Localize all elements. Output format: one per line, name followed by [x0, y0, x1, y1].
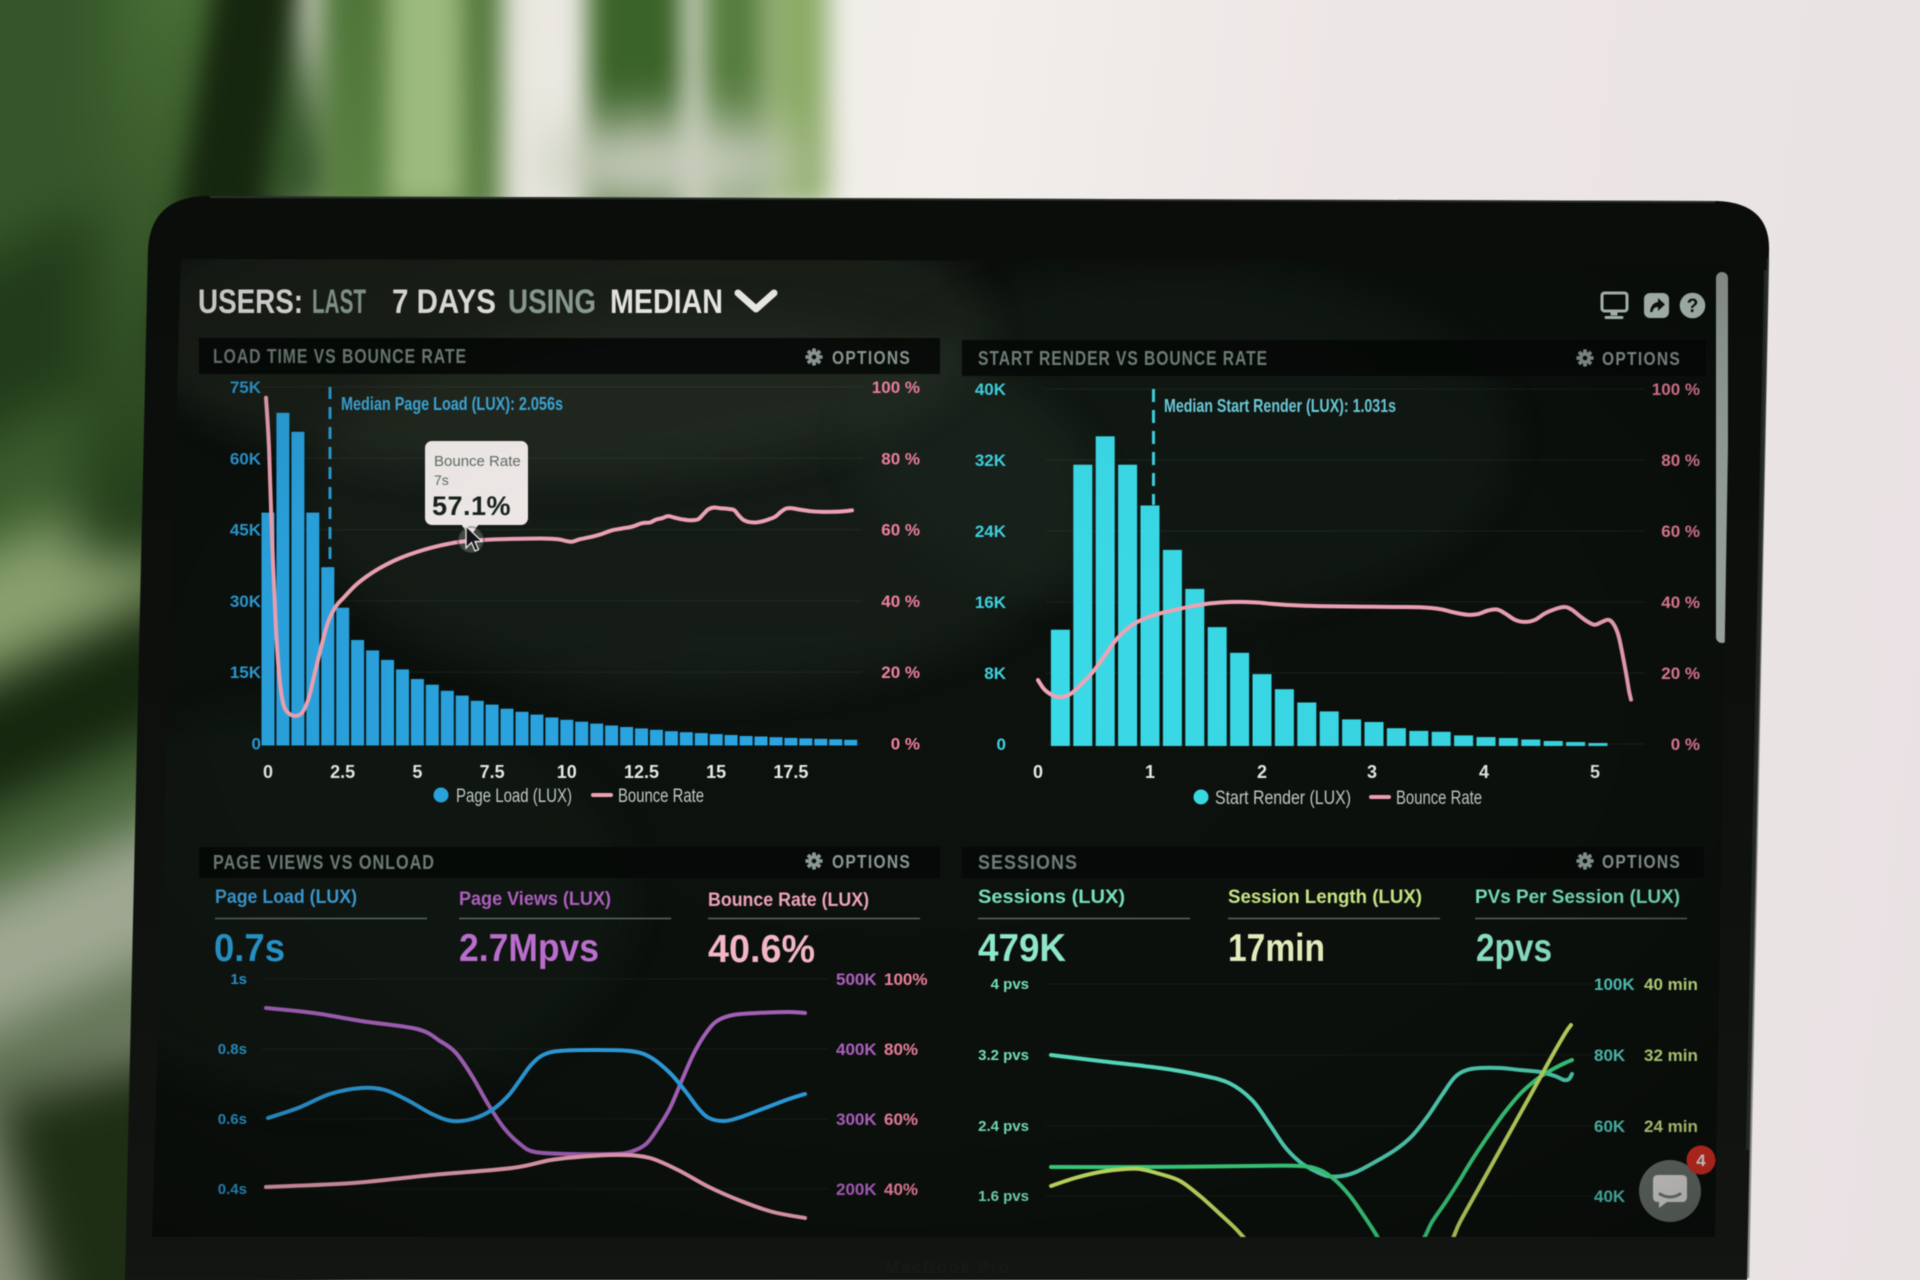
svg-text:MacBook Pro: MacBook Pro: [885, 1258, 1010, 1277]
